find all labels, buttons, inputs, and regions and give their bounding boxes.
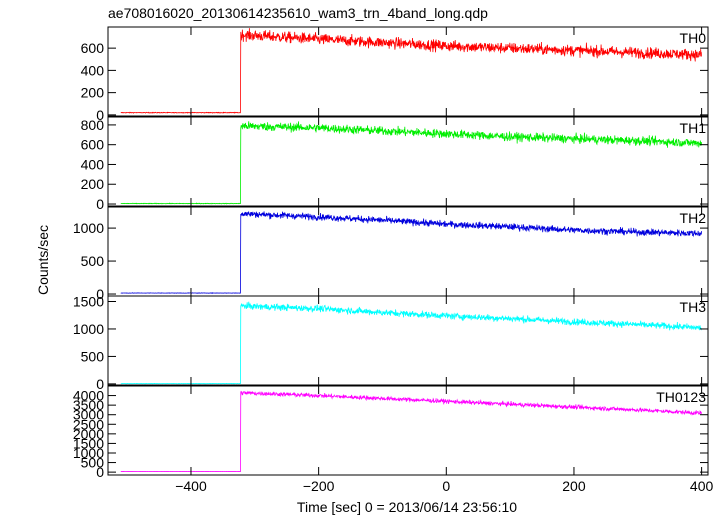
y-tick-label: 200 [81, 176, 105, 192]
y-tick-label: 600 [81, 137, 105, 153]
y-tick-label: 400 [81, 62, 105, 78]
y-tick-label: 0 [96, 107, 104, 123]
y-tick-label: 1000 [73, 321, 104, 337]
panel-frame [107, 26, 709, 117]
y-tick-label: 4000 [73, 388, 104, 404]
x-tick-label: 0 [442, 478, 450, 494]
y-tick-label: 0 [96, 464, 104, 480]
series-th2-line [120, 210, 703, 294]
panel-frame [107, 295, 709, 386]
x-tick-label: 400 [690, 478, 714, 494]
panel-th1: 0 200 400 600 800 TH1 [81, 116, 709, 212]
y-tick-label: 200 [81, 85, 105, 101]
y-tick-label: 1500 [73, 435, 104, 451]
panel-label-th0: TH0 [680, 30, 707, 46]
panel-frame [107, 385, 709, 476]
y-tick-label: 1000 [73, 445, 104, 461]
x-axis-label: Time [sec] 0 = 2013/06/14 23:56:10 [297, 499, 517, 515]
panel-label-th2: TH2 [680, 210, 707, 226]
x-tick-label: −400 [175, 478, 207, 494]
y-tick-label: 500 [81, 455, 105, 471]
chart-title: ae708016020_20130614235610_wam3_trn_4ban… [108, 5, 488, 21]
panel-label-th0123: TH0123 [656, 389, 706, 405]
panel-label-th1: TH1 [680, 120, 707, 136]
y-tick-label: 400 [81, 156, 105, 172]
y-tick-label: 1000 [73, 220, 104, 236]
y-tick-label: 600 [81, 40, 105, 56]
y-tick-label: 2500 [73, 416, 104, 432]
y-axis-label: Counts/sec [35, 225, 51, 295]
y-tick-label: 500 [81, 348, 105, 364]
panel-frame [107, 116, 709, 207]
x-tick-label: 200 [562, 478, 586, 494]
y-tick-label: 0 [96, 376, 104, 392]
y-tick-label: 800 [81, 117, 105, 133]
y-tick-label: 0 [96, 196, 104, 212]
x-tick-label: −200 [303, 478, 335, 494]
panel-th0: 0 200 400 600 TH0 [81, 26, 709, 123]
y-tick-label: 0 [96, 286, 104, 302]
y-tick-label: 1500 [73, 293, 104, 309]
y-tick-label: 2000 [73, 426, 104, 442]
y-tick-label: 500 [81, 253, 105, 269]
y-tick-label: 3500 [73, 397, 104, 413]
panel-th2: 0 500 1000 TH2 [73, 206, 709, 302]
series-th3-line [120, 301, 702, 385]
series-th0123-line [120, 390, 703, 473]
panel-th3: 0 500 1000 1500 TH3 [73, 293, 709, 392]
series-th0-line [120, 28, 703, 114]
series-th1-line [120, 121, 703, 205]
y-tick-label: 3000 [73, 407, 104, 423]
panel-label-th3: TH3 [680, 299, 707, 315]
